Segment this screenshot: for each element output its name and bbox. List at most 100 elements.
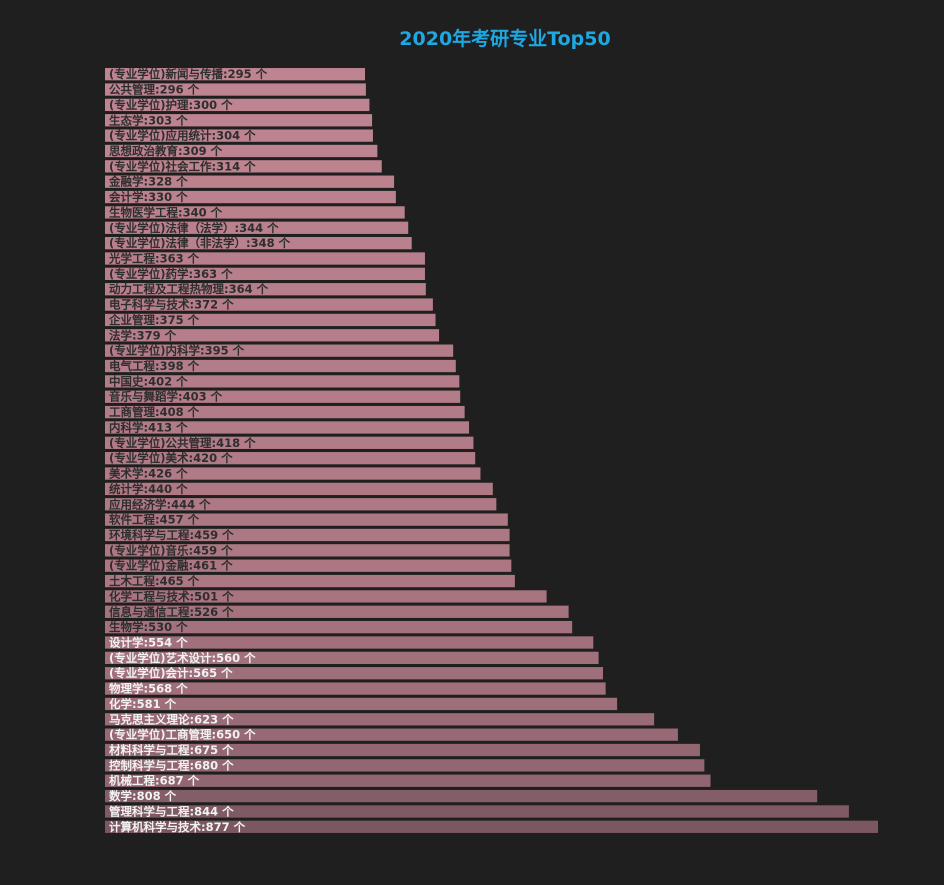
- bar-data-label: 环境科学与工程:459 个: [109, 528, 234, 542]
- bar-data-label: 管理科学与工程:844 个: [109, 804, 234, 818]
- bar-data-label: 生物学:530 个: [109, 620, 188, 634]
- bar[interactable]: [105, 190, 396, 204]
- bar-data-label: (专业学位)音乐:459 个: [109, 543, 233, 557]
- bar[interactable]: [105, 221, 409, 234]
- bar-data-label: 生态学:303 个: [109, 113, 188, 127]
- bar-data-label: 工商管理:408 个: [109, 405, 200, 419]
- bar[interactable]: [105, 344, 454, 357]
- bar-data-label: 土木工程:465 个: [109, 574, 200, 588]
- bar[interactable]: [105, 206, 405, 219]
- bar-data-label: 应用经济学:444 个: [109, 497, 211, 511]
- bar-data-label: (专业学位)内科学:395 个: [109, 344, 245, 358]
- bar-data-label: (专业学位)应用统计:304 个: [109, 129, 256, 143]
- bar-data-label: (专业学位)艺术设计:560 个: [109, 651, 256, 665]
- bar[interactable]: [105, 636, 594, 649]
- bar-data-label: (专业学位)会计:565 个: [109, 666, 233, 680]
- bar-data-label: 设计学:554 个: [109, 636, 188, 650]
- bar[interactable]: [105, 329, 440, 342]
- bar-data-label: 中国史:402 个: [109, 374, 188, 388]
- bar-data-label: 电子科学与技术:372 个: [109, 298, 234, 312]
- bar-data-label: 音乐与舞蹈学:403 个: [109, 390, 223, 404]
- bar[interactable]: [105, 283, 426, 296]
- bar-data-label: 化学工程与技术:501 个: [109, 589, 234, 603]
- bar-data-label: 物理学:568 个: [109, 682, 188, 696]
- bar-data-label: 生物医学工程:340 个: [109, 205, 223, 219]
- bar-data-label: (专业学位)新闻与传播:295 个: [109, 67, 268, 81]
- bar-data-label: 马克思主义理论:623 个: [109, 712, 234, 726]
- bar[interactable]: [105, 160, 382, 173]
- bar-data-label: 软件工程:457 个: [109, 513, 200, 527]
- bar-data-label: (专业学位)工商管理:650 个: [109, 728, 256, 742]
- bar[interactable]: [105, 68, 366, 81]
- bar[interactable]: [105, 651, 599, 665]
- bar-data-label: (专业学位)法律（法学）:344 个: [109, 221, 279, 235]
- bar[interactable]: [105, 528, 510, 542]
- bar[interactable]: [105, 759, 705, 772]
- bar-data-label: 企业管理:375 个: [108, 313, 200, 327]
- bar-data-label: 电气工程:398 个: [109, 359, 200, 373]
- bar[interactable]: [105, 544, 510, 557]
- bar[interactable]: [105, 436, 474, 449]
- bar[interactable]: [105, 620, 573, 634]
- bar[interactable]: [105, 252, 425, 265]
- bar-data-label: 机械工程:687 个: [109, 774, 200, 788]
- bar-data-label: 思想政治教育:309 个: [109, 144, 223, 158]
- bar-data-label: (专业学位)公共管理:418 个: [109, 436, 256, 450]
- bar[interactable]: [105, 820, 878, 833]
- bar[interactable]: [105, 789, 818, 803]
- bar[interactable]: [105, 129, 373, 142]
- bar[interactable]: [105, 298, 433, 311]
- bar-data-label: 计算机科学与技术:877 个: [109, 820, 246, 834]
- bar-data-label: 光学工程:363 个: [108, 252, 200, 266]
- bar[interactable]: [105, 267, 425, 281]
- bar-data-label: (专业学位)金融:461 个: [109, 559, 233, 573]
- bar[interactable]: [105, 390, 461, 403]
- bar[interactable]: [105, 375, 460, 388]
- bar-data-label: (专业学位)美术:420 个: [109, 451, 233, 465]
- bar[interactable]: [105, 574, 515, 588]
- bar[interactable]: [105, 175, 395, 188]
- bar[interactable]: [105, 513, 508, 526]
- bar[interactable]: [105, 467, 481, 480]
- bar-data-label: 会计学:330 个: [108, 190, 188, 204]
- bar[interactable]: [105, 114, 373, 127]
- bar[interactable]: [105, 313, 436, 327]
- bar[interactable]: [105, 559, 512, 572]
- bar-data-label: 金融学:328 个: [108, 175, 188, 189]
- bar[interactable]: [105, 405, 465, 419]
- bar[interactable]: [105, 236, 412, 250]
- bar[interactable]: [105, 590, 547, 603]
- bar-data-label: 统计学:440 个: [109, 482, 188, 496]
- bar[interactable]: [105, 98, 370, 112]
- bar-data-label: 化学:581 个: [109, 697, 177, 711]
- bar[interactable]: [105, 774, 711, 787]
- bar[interactable]: [105, 421, 470, 434]
- chart-title: 2020年考研专业Top50: [399, 28, 611, 50]
- bar[interactable]: [105, 728, 678, 741]
- bar-data-label: (专业学位)法律（非法学）:348 个: [109, 236, 291, 250]
- bar[interactable]: [105, 482, 493, 496]
- bar[interactable]: [105, 667, 603, 680]
- bar-data-label: 美术学:426 个: [109, 467, 188, 481]
- bar-data-label: 内科学:413 个: [109, 420, 188, 434]
- bar[interactable]: [105, 359, 456, 373]
- bar[interactable]: [105, 697, 618, 711]
- bar-data-label: 数学:808 个: [109, 789, 177, 803]
- bar[interactable]: [105, 743, 700, 757]
- bar[interactable]: [105, 682, 606, 695]
- bar-data-label: 信息与通信工程:526 个: [109, 605, 234, 619]
- bar[interactable]: [105, 805, 849, 818]
- bar-data-label: 法学:379 个: [109, 328, 177, 342]
- bar[interactable]: [105, 498, 497, 511]
- bar-data-label: 材料科学与工程:675 个: [109, 743, 234, 757]
- bar-data-label: 动力工程及工程热物理:364 个: [109, 282, 269, 296]
- bar[interactable]: [105, 452, 476, 465]
- bar[interactable]: [105, 83, 366, 96]
- bar-data-label: (专业学位)药学:363 个: [109, 267, 233, 281]
- bar[interactable]: [105, 144, 378, 158]
- bar[interactable]: [105, 713, 655, 726]
- bar[interactable]: [105, 605, 569, 618]
- bar-data-label: (专业学位)护理:300 个: [109, 98, 233, 112]
- bar-data-label: 公共管理:296 个: [109, 83, 200, 97]
